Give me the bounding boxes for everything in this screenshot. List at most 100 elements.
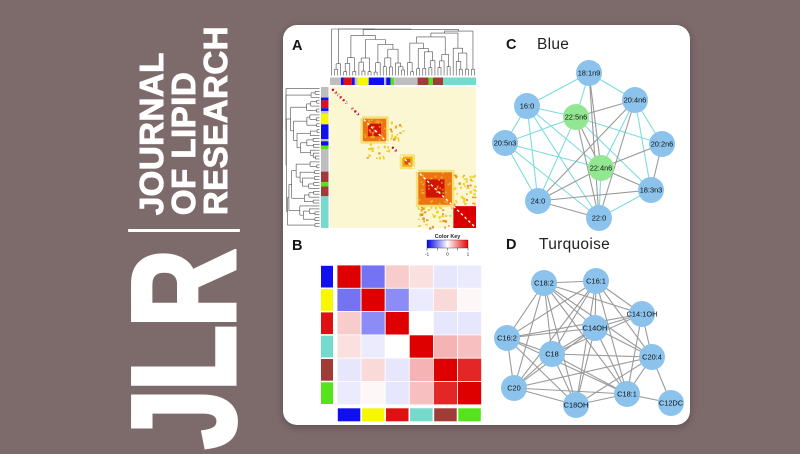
correlation-cell [336, 287, 362, 312]
network-edge [506, 313, 643, 339]
journal-name-line-2: OF LIPID [165, 71, 203, 216]
color-key-tick: -1 [425, 252, 430, 258]
network-edge [526, 105, 600, 219]
module-color-bar-left-segment [321, 113, 329, 125]
network-edge [506, 337, 628, 395]
correlation-cell [384, 334, 410, 359]
journal-brand-inner: JLR JOURNAL OF LIPID RESEARCH [100, 19, 267, 451]
module-color-bar-top-segment [390, 77, 395, 85]
journal-brand: JLR JOURNAL OF LIPID RESEARCH [100, 19, 267, 451]
module-color-bar-left-segment [321, 97, 329, 101]
network-node [582, 315, 608, 341]
network-node [638, 177, 664, 203]
module-bar-left-blue [321, 265, 333, 288]
network-node-label: C12DC [659, 399, 684, 408]
journal-name: JOURNAL OF LIPID RESEARCH [133, 25, 234, 216]
network-node-label: C14OH [583, 324, 608, 333]
module-color-bar-top-segment [443, 77, 476, 85]
color-key-tick: 1 [467, 252, 470, 258]
module-color-bar-top-segment [354, 77, 358, 85]
panel-d-title: Turquoise [539, 236, 611, 253]
network-edge [537, 189, 652, 202]
network-node [629, 301, 655, 327]
correlation-cell [360, 357, 386, 382]
network-node [588, 155, 614, 181]
correlation-cell [360, 381, 386, 406]
network-node-label: C20 [507, 384, 521, 393]
correlation-cell [457, 311, 483, 336]
correlation-cell [336, 381, 362, 406]
journal-acronym: JLR [100, 249, 267, 451]
network-edge [504, 142, 602, 169]
correlation-cell [457, 334, 483, 359]
module-bar-left-red [321, 312, 333, 335]
network-node [622, 87, 648, 113]
network-node [492, 130, 518, 156]
correlation-cell [408, 311, 434, 336]
network-edge [575, 327, 596, 406]
correlation-cell [336, 357, 362, 382]
module-color-bar-left-segment [321, 124, 329, 140]
network-node [658, 390, 684, 416]
network-edge [575, 116, 652, 191]
module-bar-bottom-blue [337, 408, 361, 422]
network-edge [551, 353, 653, 358]
panel-a-heatmap [285, 28, 477, 230]
panel-c-network: 18:1n9 16:0 20:4n6 22:5n6 20:5n3 20:2n6 22:4n6… [492, 60, 675, 231]
network-node [501, 375, 527, 401]
network-edge [526, 105, 539, 202]
network-node-label: 18:1n9 [578, 69, 601, 78]
module-color-bar-left-segment [321, 100, 329, 109]
figure-svg: Color Key -1 0 1 18:1n9 16:0 20:4n6 22:5n6 20:5n… [285, 28, 684, 422]
module-color-bar-top-segment [340, 77, 344, 85]
network-node [539, 341, 565, 367]
correlation-cell [384, 381, 410, 406]
module-color-bar-left-segment [321, 171, 329, 183]
network-node-label: 20:2n6 [651, 140, 674, 149]
network-edge [588, 72, 602, 169]
module-bar-bottom-green [458, 408, 481, 422]
color-key: Color Key -1 0 1 [425, 234, 470, 258]
correlation-cell [360, 264, 386, 289]
correlation-cell [360, 311, 386, 336]
journal-name-line-1: JOURNAL [133, 52, 171, 216]
module-color-bar-left-segment [321, 108, 329, 111]
network-node-label: 20:4n6 [624, 96, 647, 105]
network-edge [626, 313, 643, 395]
correlation-cell [432, 264, 458, 289]
correlation-cell [457, 357, 483, 382]
module-color-bar-top-segment [330, 77, 341, 85]
network-edge [504, 142, 600, 219]
correlation-cell [432, 311, 458, 336]
module-bar-left-green [321, 382, 333, 404]
module-bar-bottom-yellow [361, 408, 385, 422]
network-edge [513, 387, 628, 395]
network-edge [537, 99, 636, 202]
module-color-bar-top-segment [351, 77, 355, 85]
module-color-bar-top-segment [428, 77, 433, 85]
module-bar-left-brown [321, 359, 333, 381]
network-edge [506, 280, 597, 339]
network-node-label: C16:1 [586, 277, 606, 286]
module-color-bar-top-segment [386, 77, 391, 85]
module-color-bar-left-segment [321, 139, 329, 142]
network-edge [598, 99, 636, 219]
network-edge [513, 356, 653, 389]
correlation-cell [384, 311, 410, 336]
module-bar-bottom-brown [434, 408, 457, 422]
journal-name-line-3: RESEARCH [196, 25, 234, 216]
module-bar-left-turquoise [321, 335, 333, 358]
module-color-bar-left-segment [321, 149, 329, 172]
network-node [563, 392, 589, 418]
network-node [583, 268, 609, 294]
module-color-bar-top-segment [432, 77, 444, 85]
correlation-cell [408, 357, 434, 382]
network-edge [551, 280, 597, 355]
module-color-bar-left-segment [321, 186, 329, 197]
module-color-bar-left-segment [321, 87, 329, 98]
correlation-cell [432, 381, 458, 406]
network-edge [575, 356, 653, 406]
network-node-label: C16:2 [497, 334, 517, 343]
module-bar-bottom-turquoise [410, 408, 433, 422]
module-bar-left-yellow [321, 289, 333, 311]
